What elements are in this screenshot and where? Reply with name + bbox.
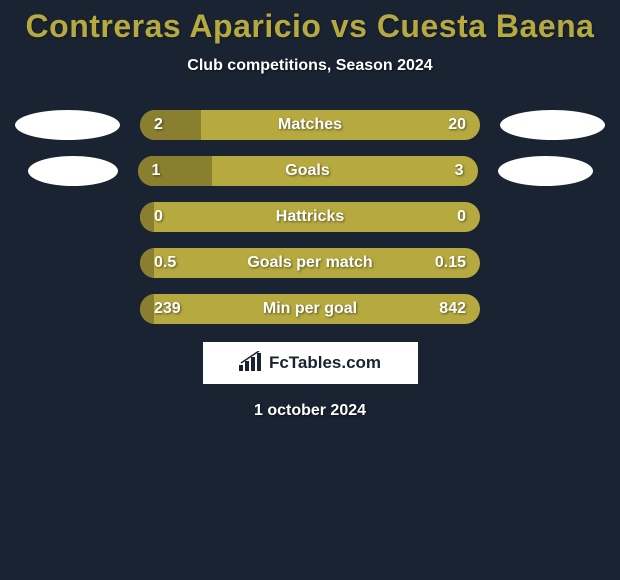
stat-label: Hattricks — [276, 208, 344, 226]
stat-row: 1 Goals 3 — [0, 156, 620, 186]
stat-label: Min per goal — [263, 300, 357, 318]
stat-value-left: 1 — [152, 162, 161, 180]
stat-bar-fill — [140, 294, 154, 324]
stat-bar: 1 Goals 3 — [138, 156, 478, 186]
date-text: 1 october 2024 — [254, 402, 366, 420]
stat-bar: 0.5 Goals per match 0.15 — [140, 248, 480, 278]
stat-bar-fill — [140, 202, 154, 232]
stats-area: 2 Matches 20 1 Goals 3 0 Hattricks 0 0.5 Goals per… — [0, 110, 620, 324]
badge-spacer — [500, 294, 605, 324]
stat-value-right: 3 — [455, 162, 464, 180]
stat-value-right: 0.15 — [435, 254, 466, 272]
stat-value-left: 2 — [154, 116, 163, 134]
stat-row: 0 Hattricks 0 — [0, 202, 620, 232]
stat-label: Goals — [285, 162, 329, 180]
stat-label: Goals per match — [247, 254, 372, 272]
stat-bar: 0 Hattricks 0 — [140, 202, 480, 232]
badge-spacer — [15, 248, 120, 278]
page-title: Contreras Aparicio vs Cuesta Baena — [26, 8, 595, 45]
logo-box: FcTables.com — [203, 342, 418, 384]
stat-row: 0.5 Goals per match 0.15 — [0, 248, 620, 278]
logo-chart-icon — [239, 351, 263, 376]
player-badge-left — [28, 156, 118, 186]
stat-value-left: 239 — [154, 300, 181, 318]
badge-spacer — [15, 294, 120, 324]
stat-value-left: 0 — [154, 208, 163, 226]
player-badge-right — [498, 156, 593, 186]
stat-row: 239 Min per goal 842 — [0, 294, 620, 324]
badge-spacer — [500, 248, 605, 278]
stat-bar-fill — [140, 248, 154, 278]
subtitle: Club competitions, Season 2024 — [187, 57, 432, 75]
stat-row: 2 Matches 20 — [0, 110, 620, 140]
badge-spacer — [15, 202, 120, 232]
stat-value-right: 20 — [448, 116, 466, 134]
stat-bar-fill — [138, 156, 213, 186]
stat-value-right: 0 — [457, 208, 466, 226]
badge-spacer — [500, 202, 605, 232]
player-badge-right — [500, 110, 605, 140]
stat-bar: 239 Min per goal 842 — [140, 294, 480, 324]
stat-bar: 2 Matches 20 — [140, 110, 480, 140]
stat-value-left: 0.5 — [154, 254, 176, 272]
logo-text: FcTables.com — [269, 353, 381, 373]
stat-label: Matches — [278, 116, 342, 134]
stat-bar-fill — [140, 110, 201, 140]
stat-value-right: 842 — [439, 300, 466, 318]
main-container: Contreras Aparicio vs Cuesta Baena Club … — [0, 0, 620, 580]
player-badge-left — [15, 110, 120, 140]
